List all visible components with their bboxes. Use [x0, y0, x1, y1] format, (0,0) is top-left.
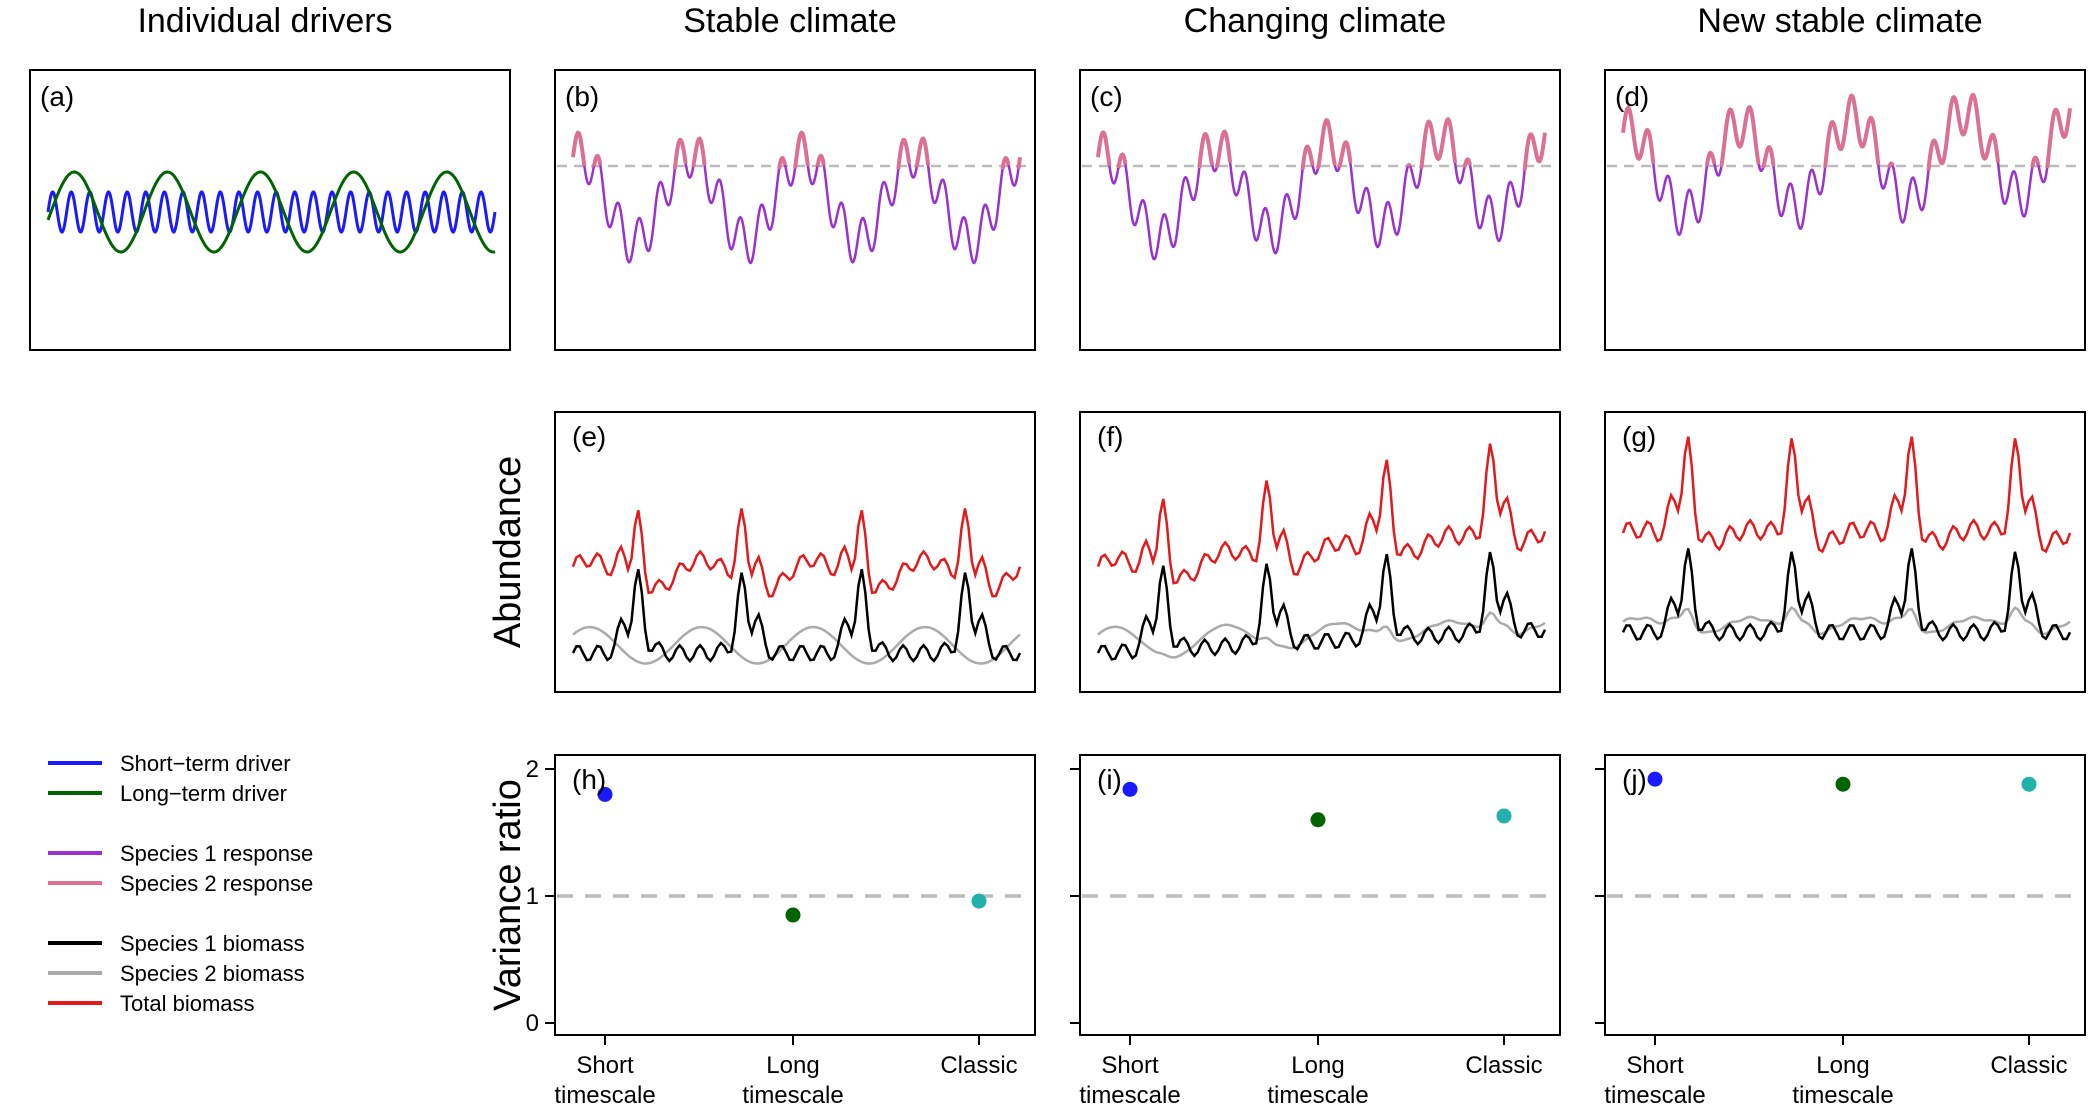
panel-g-plot [1621, 436, 2072, 643]
series-species1-biomass [571, 568, 1022, 663]
panel-b-plot [557, 130, 1033, 265]
panel-i-plot: Short timescale Long timescale Classic [1070, 768, 1558, 1104]
x-tick-label: timescale [1267, 1082, 1368, 1104]
y-axis-label-variance-ratio: Variance ratio [487, 779, 529, 1011]
point-short-timescale [1122, 781, 1138, 797]
x-tick-label: Long [766, 1052, 819, 1079]
series-long_driver [46, 170, 496, 254]
x-tick-label: Short [1626, 1052, 1684, 1079]
panel-f-plot [1096, 443, 1547, 661]
x-tick-label: Classic [1465, 1052, 1542, 1079]
x-tick-label: Classic [940, 1052, 1017, 1079]
series-species2-biomass [1097, 611, 1546, 659]
panel-h: 0 1 2 Short timescale Long timescale Classic (h… [526, 754, 1036, 1104]
series-total-biomass [571, 508, 1022, 598]
x-tick-label: Classic [1990, 1052, 2067, 1079]
point-short-timescale [1647, 771, 1663, 787]
x-tick-label: Short [1101, 1052, 1159, 1079]
point-classic [1496, 808, 1512, 824]
panel-d-label: (d) [1615, 81, 1649, 112]
panel-g: (g) [1604, 411, 2086, 693]
panel-j-plot: Short timescale Long timescale Classic [1595, 768, 2083, 1104]
panel-h-plot: 0 1 2 Short timescale Long timescale Classic [526, 756, 1033, 1104]
legend-label: Total biomass [120, 991, 255, 1016]
panel-d-plot [1607, 92, 2083, 237]
x-tick-label: timescale [1604, 1082, 1705, 1104]
point-short-timescale [597, 786, 613, 802]
series-species1-biomass [1621, 548, 2072, 643]
column-title-individual-drivers: Individual drivers [137, 2, 392, 40]
series-species1-biomass [1096, 551, 1547, 661]
legend-label: Species 2 response [120, 871, 313, 896]
x-tick-label: Long [1291, 1052, 1344, 1079]
series-species2-response [1621, 92, 2072, 171]
point-long-timescale [785, 907, 801, 923]
legend-label: Short−term driver [120, 751, 291, 776]
point-classic [2021, 776, 2037, 792]
series-species1-response [1108, 162, 1526, 261]
y-tick-label: 0 [526, 1010, 539, 1037]
panel-a-label: (a) [40, 81, 74, 112]
series-total-biomass [1621, 436, 2072, 554]
column-title-changing-climate: Changing climate [1184, 2, 1447, 40]
legend-label: Species 1 biomass [120, 931, 305, 956]
column-title-new-stable-climate: New stable climate [1697, 2, 1982, 40]
series-species1-response [583, 163, 1020, 265]
panel-e: (e) [554, 411, 1036, 693]
panel-f: (f) [1079, 411, 1561, 693]
x-tick-label: timescale [554, 1082, 655, 1104]
x-tick-label: Long [1816, 1052, 1869, 1079]
panel-c-label: (c) [1090, 81, 1123, 112]
x-tick-label: timescale [1079, 1082, 1180, 1104]
panel-e-plot [571, 508, 1022, 665]
panel-g-label: (g) [1622, 421, 1656, 452]
series-species1-response [1652, 161, 2049, 237]
x-tick-label: timescale [1792, 1082, 1893, 1104]
panel-b: (b) [554, 69, 1036, 351]
panel-j: Short timescale Long timescale Classic (j) [1595, 754, 2086, 1104]
series-species2-response [1096, 117, 1547, 171]
legend-label: Long−term driver [120, 781, 287, 806]
column-title-stable-climate: Stable climate [683, 2, 897, 40]
x-tick-label: timescale [742, 1082, 843, 1104]
point-long-timescale [1310, 812, 1326, 828]
legend-label: Species 1 response [120, 841, 313, 866]
panel-a: (a) [29, 69, 511, 351]
y-tick-label: 1 [526, 883, 539, 910]
series-species2-biomass [572, 625, 1021, 665]
y-axis-label-abundance: Abundance [487, 456, 529, 648]
panel-d: (d) [1604, 69, 2086, 351]
series-total-biomass [1096, 443, 1547, 585]
point-classic [971, 893, 987, 909]
panel-f-label: (f) [1097, 421, 1123, 452]
legend: Short−term driver Long−term driver Species… [48, 751, 313, 1016]
panel-e-label: (e) [572, 421, 606, 452]
panel-a-plot [46, 170, 497, 254]
panel-i: Short timescale Long timescale Classic (i) [1070, 754, 1561, 1104]
panel-i-label: (i) [1097, 764, 1122, 795]
panel-c-plot [1082, 117, 1558, 261]
panel-b-label: (b) [565, 81, 599, 112]
panel-h-label: (h) [572, 764, 606, 795]
x-tick-label: Short [576, 1052, 634, 1079]
panel-j-label: (j) [1622, 764, 1647, 795]
y-tick-label: 2 [526, 756, 539, 783]
series-short_driver [46, 190, 497, 234]
legend-label: Species 2 biomass [120, 961, 305, 986]
series-species2-response [571, 130, 1022, 170]
panel-c: (c) [1079, 69, 1561, 351]
point-long-timescale [1835, 776, 1851, 792]
